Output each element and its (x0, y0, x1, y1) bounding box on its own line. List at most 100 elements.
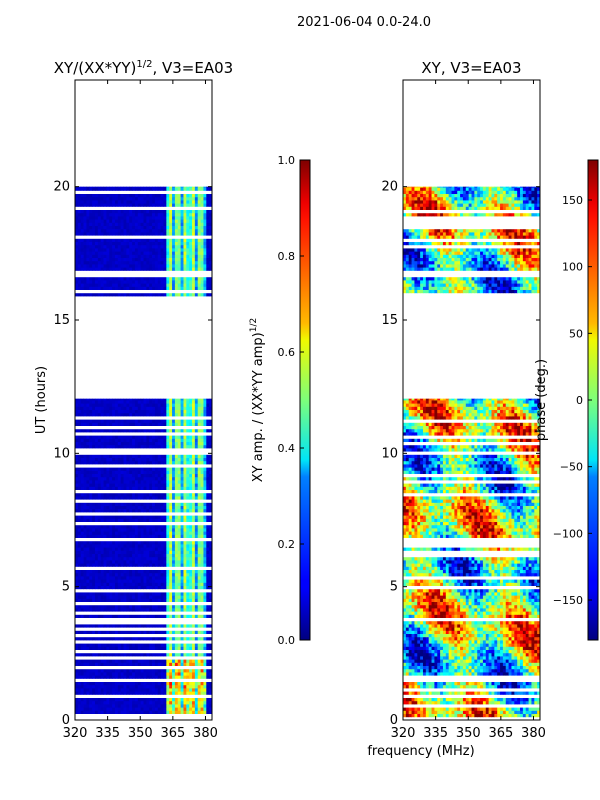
heatmap-cell (117, 406, 122, 410)
heatmap-cell (203, 483, 207, 487)
heatmap-cell (143, 200, 147, 204)
heatmap-cell (177, 505, 182, 510)
heatmap-cell (189, 216, 193, 220)
heatmap-cell (206, 524, 210, 529)
heatmap-cell (97, 473, 102, 478)
heatmap-cell (109, 254, 113, 258)
heatmap-cell (86, 710, 90, 714)
heatmap-cell (160, 406, 164, 410)
colorbar-tick-label: 0.8 (278, 250, 296, 263)
heatmap-cell (75, 585, 79, 590)
heatmap-cell (83, 422, 87, 426)
heatmap-cell (143, 212, 147, 217)
heatmap-cell (132, 707, 136, 711)
amplitude-x-axis: 320 335 350 365 380 (63, 80, 218, 741)
heatmap-cell (177, 563, 182, 567)
heatmap-cell (203, 643, 207, 647)
heatmap-cell (75, 684, 79, 689)
heatmap-cell (134, 540, 139, 545)
heatmap-cell (109, 608, 113, 612)
heatmap-cell (112, 244, 116, 249)
heatmap-cell (186, 572, 190, 577)
heatmap-cell (203, 544, 207, 548)
heatmap-cell (169, 668, 173, 673)
heatmap-cell (149, 550, 153, 554)
heatmap-cell (169, 251, 173, 255)
heatmap-cell (200, 492, 204, 497)
heatmap-cell (106, 595, 110, 599)
heatmap-cell (100, 505, 104, 510)
heatmap-cell (172, 569, 176, 574)
heatmap-cell (94, 412, 99, 417)
heatmap-cell (143, 691, 147, 695)
heatmap-cell (132, 254, 136, 258)
heatmap-cell (129, 412, 133, 417)
heatmap-cell (75, 553, 79, 558)
heatmap-cell (169, 257, 173, 262)
heatmap-cell (194, 608, 199, 612)
heatmap-cell (83, 662, 87, 666)
heatmap-cell (123, 534, 127, 538)
heatmap-cell (120, 707, 124, 711)
heatmap-cell (180, 700, 184, 705)
heatmap-cell (77, 518, 82, 522)
heatmap-cell (166, 460, 170, 465)
heatmap-cell (146, 435, 150, 439)
heatmap-cell (197, 684, 201, 689)
heatmap-cell (160, 187, 164, 191)
heatmap-cell (200, 419, 204, 423)
heatmap-cell (203, 419, 207, 423)
heatmap-cell (120, 486, 124, 490)
heatmap-cell (86, 203, 90, 207)
heatmap-cell (114, 672, 119, 676)
heatmap-cell (100, 576, 104, 580)
heatmap-cell (103, 209, 107, 214)
heatmap-cell (143, 241, 147, 246)
heatmap-cell (140, 257, 144, 262)
heatmap-cell (134, 286, 139, 290)
heatmap-cell (77, 467, 82, 471)
heatmap-cell (206, 225, 210, 230)
heatmap-cell (83, 492, 87, 497)
heatmap-cell (154, 646, 159, 650)
heatmap-cell (137, 704, 142, 708)
heatmap-cell (183, 688, 187, 692)
heatmap-cell (166, 219, 170, 223)
heatmap-cell (140, 419, 144, 423)
heatmap-cell (197, 244, 201, 249)
heatmap-cell (80, 630, 84, 634)
heatmap-cell (129, 496, 133, 500)
heatmap-cell (180, 544, 184, 548)
heatmap-cell (129, 480, 133, 484)
heatmap-cell (177, 643, 182, 647)
heatmap-cell (157, 515, 162, 519)
heatmap-cell (126, 496, 130, 500)
heatmap-cell (152, 483, 156, 487)
heatmap-cell (154, 643, 159, 647)
heatmap-cell (192, 200, 196, 204)
heatmap-cell (80, 643, 84, 647)
heatmap-cell (152, 216, 156, 220)
heatmap-cell (114, 505, 119, 510)
heatmap-cell (157, 700, 162, 705)
heatmap-cell (106, 276, 110, 281)
heatmap-cell (120, 219, 124, 223)
heatmap-cell (89, 292, 93, 297)
heatmap-cell (206, 646, 210, 650)
heatmap-cell (120, 582, 124, 586)
heatmap-cell (114, 264, 119, 268)
heatmap-cell (183, 569, 187, 574)
heatmap-cell (86, 534, 90, 538)
heatmap-cell (186, 444, 190, 449)
heatmap-cell (129, 492, 133, 497)
heatmap-cell (134, 697, 139, 702)
heatmap-cell (92, 480, 96, 484)
heatmap-cell (189, 630, 193, 634)
heatmap-cell (200, 534, 204, 538)
heatmap-cell (137, 518, 142, 522)
heatmap-cell (123, 241, 127, 246)
heatmap-cell (109, 264, 113, 268)
heatmap-cell (126, 595, 130, 599)
heatmap-cell (89, 662, 93, 666)
heatmap-cell (149, 547, 153, 551)
